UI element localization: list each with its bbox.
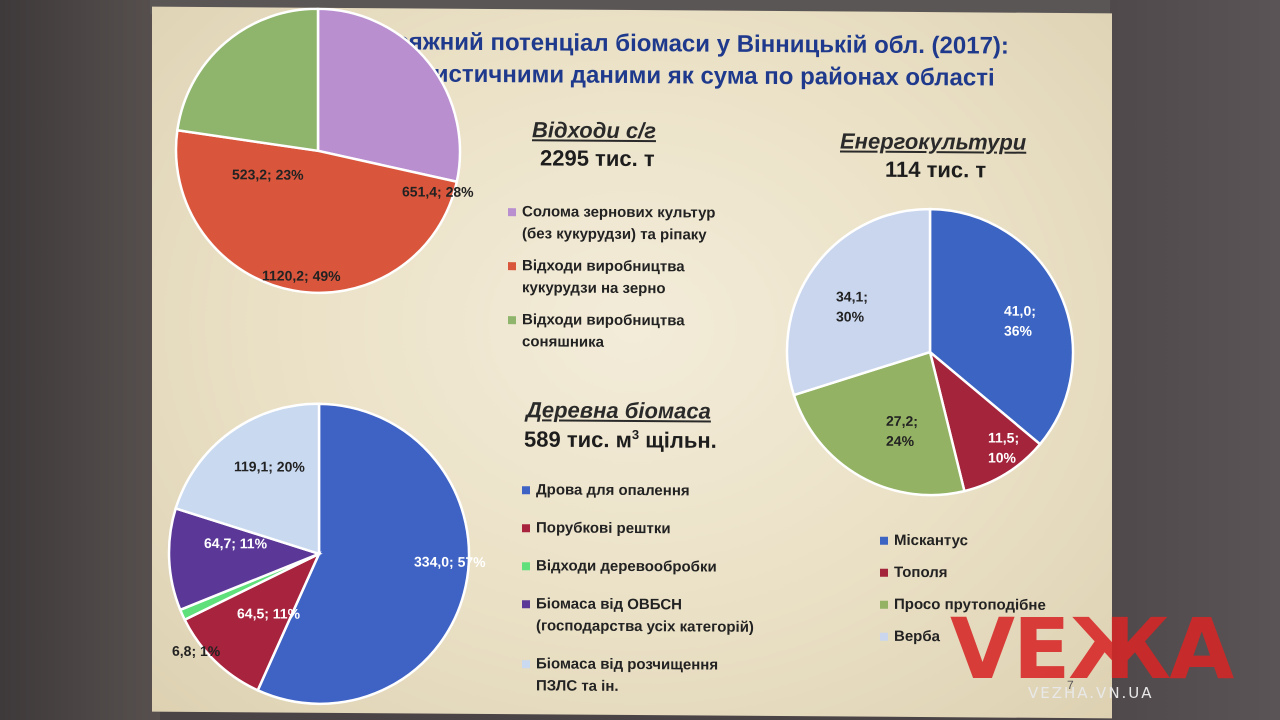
wood-data-label-2: 6,8; 1%	[172, 643, 221, 659]
presentation-slide: Технічно досяжний потенціал біомаси у Ві…	[152, 6, 1112, 719]
room-wall-right	[1080, 0, 1280, 720]
wood-pie-chart: 334,0; 57% 64,5; 11% 6,8; 1% 64,7; 11% 119,1…	[167, 402, 486, 706]
energy-slice-0	[928, 207, 1075, 446]
energy-pie-chart: 41,0; 36% 11,5; 10% 27,2; 24% 34,1; 30%	[785, 207, 1075, 497]
agri-data-label-2: 523,2; 23%	[232, 166, 304, 183]
energy-data-label-0: 41,0; 36%	[1004, 303, 1036, 339]
room-wall-left	[0, 0, 160, 720]
wood-slice-3	[167, 506, 323, 612]
wood-slice-4	[174, 402, 321, 556]
energy-data-label-2: 27,2; 24%	[886, 413, 918, 449]
wood-slice-1	[183, 551, 322, 692]
watermark-logo: VEЖA	[950, 600, 1234, 698]
wood-data-label-3: 64,7; 11%	[204, 535, 268, 551]
agri-pie-chart: 651,4; 28% 1120,2; 49% 523,2; 23%	[174, 7, 474, 295]
energy-data-label-1: 11,5; 10%	[988, 429, 1019, 465]
watermark: VEЖA VEZHA.VN.UA	[950, 600, 1270, 710]
pie-charts-canvas: 651,4; 28% 1120,2; 49% 523,2; 23% 334,0; 57…	[167, 7, 1075, 706]
watermark-site: VEZHA.VN.UA	[1028, 684, 1154, 702]
energy-slice-3	[785, 207, 932, 397]
agri-slice-2	[175, 7, 320, 153]
wood-data-label-1: 64,5; 11%	[237, 605, 301, 621]
wood-slice-0	[256, 402, 471, 706]
agri-data-label-1: 1120,2; 49%	[262, 267, 341, 284]
energy-slice-1	[927, 348, 1042, 493]
wood-data-label-4: 119,1; 20%	[234, 458, 305, 474]
agri-data-label-0: 651,4; 28%	[402, 183, 474, 200]
energy-slice-2	[792, 350, 966, 497]
agri-slice-0	[316, 7, 462, 184]
wood-data-label-0: 334,0; 57%	[414, 553, 486, 570]
energy-data-label-3: 34,1; 30%	[836, 288, 868, 324]
agri-slice-1	[174, 128, 459, 295]
